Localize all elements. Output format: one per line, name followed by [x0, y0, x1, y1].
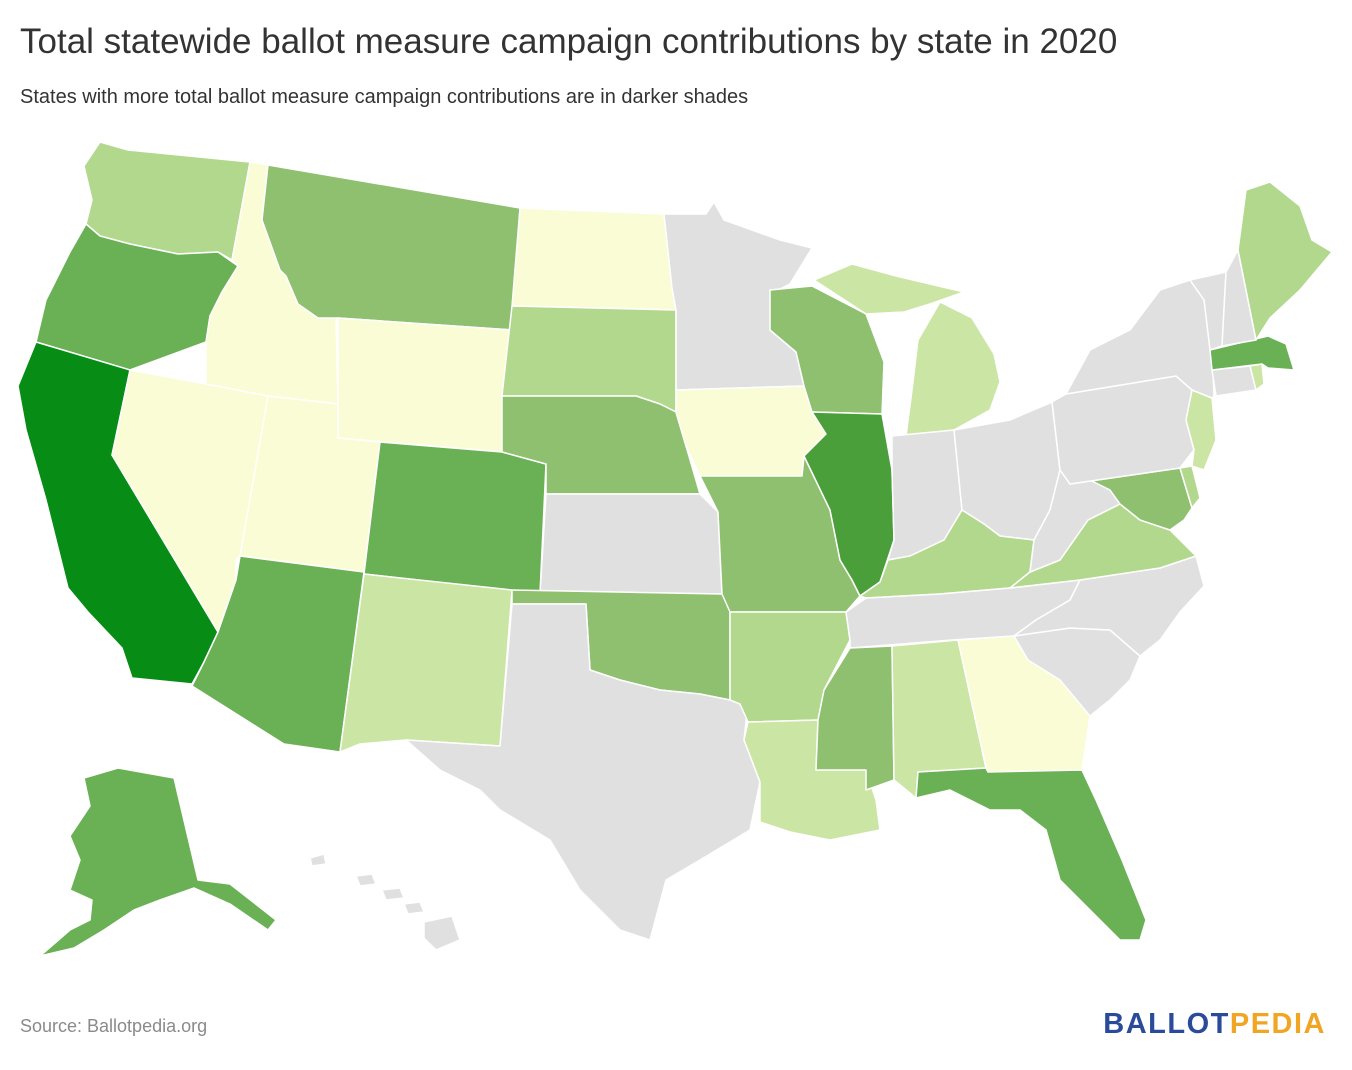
state-colorado[interactable]	[363, 441, 547, 595]
state-illinois[interactable]	[803, 411, 895, 597]
state-massachusetts[interactable]	[1209, 335, 1295, 371]
map-title: Total statewide ballot measure campaign …	[20, 22, 1118, 61]
state-texas[interactable]	[405, 603, 761, 941]
state-florida[interactable]	[915, 767, 1147, 941]
logo-part-pedia: PEDIA	[1229, 1008, 1326, 1040]
state-new-jersey[interactable]	[1185, 389, 1217, 471]
state-alaska[interactable]	[39, 767, 277, 957]
logo-part-ballot: BALLOT	[1103, 1008, 1230, 1040]
state-new-mexico[interactable]	[339, 573, 513, 753]
state-hawaii[interactable]	[309, 853, 461, 951]
state-michigan[interactable]	[813, 263, 1001, 437]
state-delaware[interactable]	[1179, 465, 1201, 509]
state-connecticut[interactable]	[1211, 365, 1257, 397]
ballotpedia-logo: BALLOTPEDIA	[1103, 1008, 1326, 1041]
state-kansas[interactable]	[539, 493, 723, 595]
state-north-dakota[interactable]	[511, 207, 677, 311]
map-subtitle: States with more total ballot measure ca…	[20, 86, 749, 108]
state-nevada[interactable]	[111, 369, 269, 633]
state-new-york[interactable]	[1065, 279, 1215, 399]
source-note: Source: Ballotpedia.org	[20, 1016, 208, 1036]
state-nebraska[interactable]	[501, 395, 701, 495]
state-vermont[interactable]	[1189, 271, 1227, 351]
state-maine[interactable]	[1237, 181, 1333, 341]
state-montana[interactable]	[261, 164, 521, 331]
state-wyoming[interactable]	[337, 317, 513, 453]
